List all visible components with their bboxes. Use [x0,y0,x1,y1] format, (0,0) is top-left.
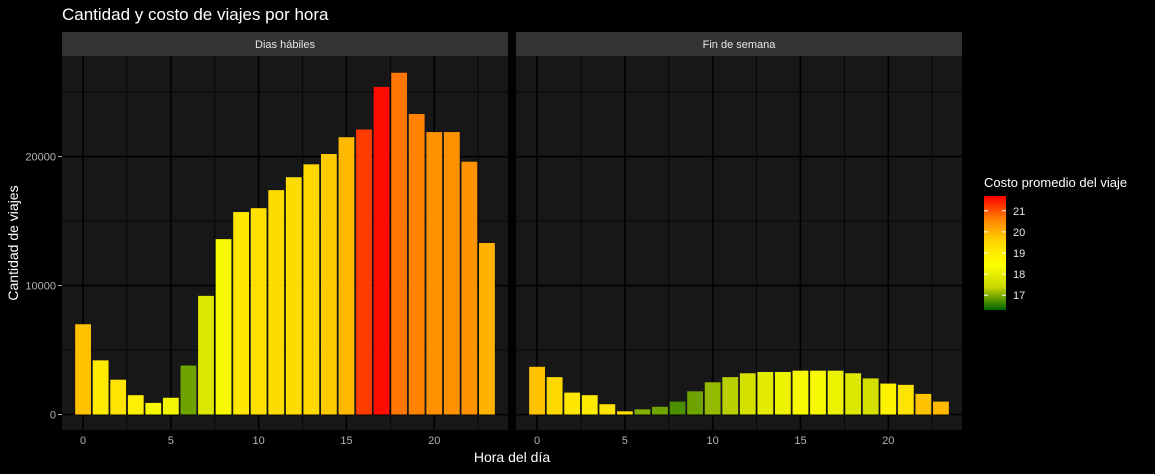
legend-title: Costo promedio del viaje [984,175,1127,190]
bar-hour-21 [897,384,914,415]
bar-hour-1 [92,360,109,415]
facet-strip-label: Fin de semana [703,39,777,51]
colorbar-tick-label: 18 [1013,269,1025,281]
bar-hour-5 [616,411,633,415]
bar-hour-20 [880,383,897,415]
bar-hour-3 [581,395,598,415]
bar-hour-17 [373,86,390,415]
chart-title: Cantidad y costo de viajes por hora [62,5,329,24]
bar-hour-16 [810,370,826,415]
colorbar-tick-label: 19 [1013,248,1025,260]
panel-background [516,56,962,430]
bar-hour-2 [564,392,581,415]
bar-hour-4 [599,404,616,415]
bar-hour-22 [915,393,932,415]
bar-hour-0 [75,324,91,415]
colorbar-tick-label: 17 [1013,290,1025,302]
facet-strip-label: Dias hábiles [255,39,315,51]
x-tick-label: 10 [253,435,265,447]
x-tick-label: 15 [340,435,352,447]
facet-strip [516,32,962,56]
colorbar-tick-label: 21 [1013,206,1025,218]
x-tick-label: 20 [428,435,440,447]
x-tick-label: 15 [794,435,806,447]
bar-hour-7 [198,295,214,415]
y-axis-title: Cantidad de viajes [5,185,21,300]
bar-hour-4 [145,402,162,415]
bar-hour-9 [687,391,704,415]
x-axis-title: Hora del día [474,449,550,465]
bar-hour-11 [268,190,285,415]
bar-hour-10 [704,382,721,415]
bar-hour-17 [827,370,844,415]
bar-hour-0 [529,366,545,415]
bar-hour-8 [669,401,686,415]
x-tick-label: 20 [882,435,894,447]
facet-strip [62,32,508,56]
bar-hour-15 [338,137,355,415]
bar-hour-6 [634,409,651,415]
bar-hour-23 [933,401,949,415]
bar-hour-13 [303,164,320,415]
bar-hour-16 [356,129,372,415]
x-tick-label: 0 [534,435,540,447]
bar-hour-2 [110,379,127,415]
x-tick-label: 0 [80,435,86,447]
color-legend: Costo promedio del viaje 17 18 19 20 21 [984,175,1127,310]
bar-hour-20 [426,132,443,415]
bar-hour-12 [739,373,756,415]
bar-hour-7 [652,406,668,415]
bar-hour-18 [391,72,408,415]
bar-hour-19 [862,378,879,415]
x-tick-label: 5 [168,435,174,447]
y-tick-label: 0 [50,410,56,422]
x-tick-label: 5 [622,435,628,447]
y-tick-label: 20000 [25,152,56,164]
bar-hour-23 [479,243,495,415]
bar-hour-14 [320,154,337,415]
panel-weekend: Fin de semana 0 5 10 15 20 [516,32,962,447]
bar-hour-18 [845,373,862,415]
colorbar [984,196,1006,310]
bar-hour-19 [408,114,425,415]
facet-panels: Dias hábiles 0 5 10 15 20 0 10000 20000 Fin de se… [25,32,962,447]
bar-hour-8 [215,239,232,415]
bar-hour-6 [180,365,197,415]
bar-hour-22 [461,161,478,415]
bar-hour-11 [722,377,739,415]
bar-hour-14 [774,371,791,415]
panel-weekday: Dias hábiles 0 5 10 15 20 0 10000 20000 [25,32,508,447]
bar-hour-13 [757,371,774,415]
bar-hour-12 [285,177,302,415]
bar-hour-3 [127,395,144,415]
bar-hour-15 [792,370,809,415]
bar-hour-5 [162,397,179,415]
x-tick-label: 10 [707,435,719,447]
bar-hour-1 [546,377,563,415]
y-tick-label: 10000 [25,281,56,293]
bar-hour-10 [250,208,267,415]
colorbar-tick-label: 20 [1013,227,1025,239]
bar-hour-9 [233,212,250,415]
bar-hour-21 [443,132,460,415]
